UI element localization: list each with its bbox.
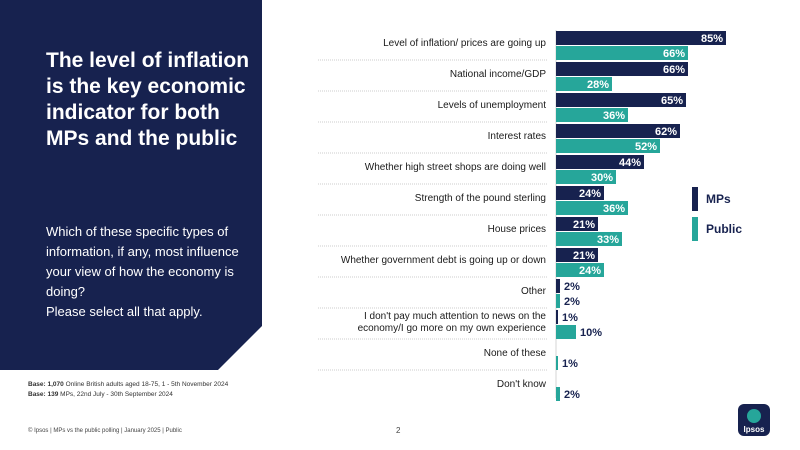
bar-mps bbox=[556, 155, 644, 169]
base-mps-text: MPs, 22nd July - 30th September 2024 bbox=[60, 391, 173, 398]
bar-public bbox=[556, 139, 660, 153]
bar-public bbox=[556, 232, 622, 246]
value-label-public: 24% bbox=[579, 265, 601, 277]
value-label-public: 1% bbox=[562, 358, 578, 370]
base-note-public: Base: 1,070 Online British adults aged 1… bbox=[28, 381, 228, 388]
bar-mps bbox=[556, 279, 560, 293]
value-label-public: 30% bbox=[591, 172, 613, 184]
category-label: Don't know bbox=[497, 379, 547, 390]
bar-public bbox=[556, 108, 628, 122]
page-number: 2 bbox=[396, 426, 401, 435]
value-label-mps: 62% bbox=[655, 126, 677, 138]
panel-corner-cut bbox=[218, 326, 262, 370]
category-label: Level of inflation/ prices are going up bbox=[383, 38, 546, 49]
value-label-public: 52% bbox=[635, 141, 657, 153]
category-label: Levels of unemployment bbox=[438, 100, 547, 111]
category-label: National income/GDP bbox=[450, 69, 546, 80]
base-public-text: Online British adults aged 18-75, 1 - 5t… bbox=[65, 381, 229, 388]
legend-mps-swatch bbox=[692, 187, 698, 211]
category-label: I don't pay much attention to news on th… bbox=[358, 311, 547, 334]
value-label-public: 2% bbox=[564, 389, 580, 401]
legend-mps: MPs bbox=[692, 187, 731, 211]
legend-public-label: Public bbox=[706, 222, 743, 236]
value-label-public: 2% bbox=[564, 296, 580, 308]
value-label-mps: 85% bbox=[701, 33, 723, 45]
footer-text: © Ipsos | MPs vs the public polling | Ja… bbox=[28, 428, 182, 434]
bar-public bbox=[556, 325, 576, 339]
value-label-public: 33% bbox=[597, 234, 619, 246]
bar-mps bbox=[556, 62, 688, 76]
value-label-public: 10% bbox=[580, 327, 602, 339]
title-panel bbox=[0, 0, 262, 370]
value-label-mps: 44% bbox=[619, 157, 641, 169]
category-label: House prices bbox=[488, 224, 546, 235]
category-label: Whether high street shops are doing well bbox=[365, 162, 546, 173]
value-label-mps: 21% bbox=[573, 219, 595, 231]
bar-public bbox=[556, 387, 560, 401]
value-label-public: 36% bbox=[603, 203, 625, 215]
value-label-mps: 2% bbox=[564, 281, 580, 293]
bar-public bbox=[556, 294, 560, 308]
legend-public: Public bbox=[692, 217, 742, 241]
legend-public-swatch bbox=[692, 217, 698, 241]
bar-mps bbox=[556, 31, 726, 45]
value-label-public: 28% bbox=[587, 79, 609, 91]
bar-mps bbox=[556, 310, 558, 324]
bar-mps bbox=[556, 124, 680, 138]
bar-public bbox=[556, 263, 604, 277]
bar-public bbox=[556, 46, 688, 60]
category-label: Whether government debt is going up or d… bbox=[341, 255, 546, 266]
headline: The level of inflation is the key econom… bbox=[46, 49, 250, 150]
category-label: None of these bbox=[484, 348, 547, 359]
value-label-mps: 66% bbox=[663, 64, 685, 76]
survey-instruction: Please select all that apply. bbox=[46, 304, 203, 319]
bar-mps bbox=[556, 217, 598, 231]
bar-mps bbox=[556, 186, 604, 200]
category-label: Strength of the pound sterling bbox=[415, 193, 546, 204]
survey-question: Which of these specific types of informa… bbox=[46, 224, 239, 299]
value-label-mps: 24% bbox=[579, 188, 601, 200]
bar-public bbox=[556, 170, 616, 184]
category-label: Interest rates bbox=[488, 131, 546, 142]
logo-text: Ipsos bbox=[744, 425, 765, 434]
bar-public bbox=[556, 356, 558, 370]
category-label: Other bbox=[521, 286, 547, 297]
value-label-mps: 21% bbox=[573, 250, 595, 262]
ipsos-logo: Ipsos bbox=[738, 404, 770, 436]
value-label-mps: 1% bbox=[562, 312, 578, 324]
legend-mps-label: MPs bbox=[706, 192, 731, 206]
base-public-label: Base: 1,070 bbox=[28, 381, 64, 388]
value-label-public: 66% bbox=[663, 48, 685, 60]
value-label-public: 36% bbox=[603, 110, 625, 122]
bar-mps bbox=[556, 248, 598, 262]
base-mps-label: Base: 139 bbox=[28, 391, 59, 398]
bar-mps bbox=[556, 93, 686, 107]
base-note-mps: Base: 139 MPs, 22nd July - 30th Septembe… bbox=[28, 391, 173, 398]
value-label-mps: 65% bbox=[661, 95, 683, 107]
bar-public bbox=[556, 77, 612, 91]
bar-public bbox=[556, 201, 628, 215]
